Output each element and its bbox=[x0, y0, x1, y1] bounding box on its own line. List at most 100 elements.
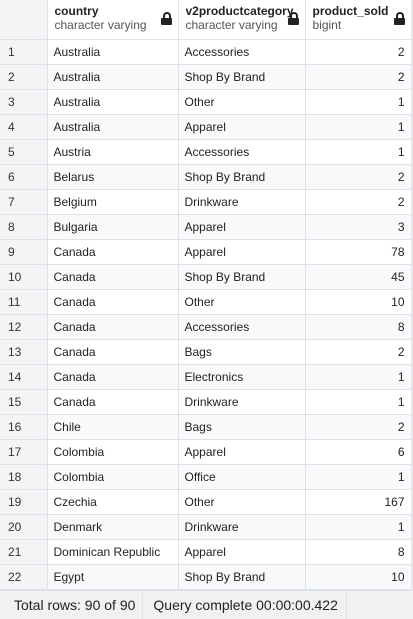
table-row[interactable]: 12 Canada Accessories 8 bbox=[0, 314, 412, 340]
cell-product-sold[interactable]: 8 bbox=[305, 314, 412, 340]
cell-country[interactable]: Chile bbox=[47, 414, 179, 440]
cell-v2productcategory[interactable]: Apparel bbox=[178, 239, 306, 265]
cell-product-sold[interactable]: 1 bbox=[305, 139, 412, 165]
cell-product-sold[interactable]: 8 bbox=[305, 539, 412, 565]
row-index[interactable]: 4 bbox=[0, 114, 48, 140]
row-index[interactable]: 15 bbox=[0, 389, 48, 415]
cell-product-sold[interactable]: 1 bbox=[305, 514, 412, 540]
cell-product-sold[interactable]: 2 bbox=[305, 39, 412, 65]
cell-product-sold[interactable]: 1 bbox=[305, 389, 412, 415]
cell-country[interactable]: Canada bbox=[47, 239, 179, 265]
cell-product-sold[interactable]: 1 bbox=[305, 364, 412, 390]
table-row[interactable]: 14 Canada Electronics 1 bbox=[0, 364, 412, 390]
cell-v2productcategory[interactable]: Accessories bbox=[178, 314, 306, 340]
cell-product-sold[interactable]: 6 bbox=[305, 439, 412, 465]
cell-country[interactable]: Czechia bbox=[47, 489, 179, 515]
cell-v2productcategory[interactable]: Apparel bbox=[178, 114, 306, 140]
table-row[interactable]: 6 Belarus Shop By Brand 2 bbox=[0, 164, 412, 190]
cell-country[interactable]: Australia bbox=[47, 114, 179, 140]
cell-country[interactable]: Australia bbox=[47, 39, 179, 65]
cell-v2productcategory[interactable]: Accessories bbox=[178, 39, 306, 65]
cell-product-sold[interactable]: 1 bbox=[305, 114, 412, 140]
cell-product-sold[interactable]: 1 bbox=[305, 464, 412, 490]
cell-product-sold[interactable]: 2 bbox=[305, 164, 412, 190]
cell-product-sold[interactable]: 10 bbox=[305, 289, 412, 315]
table-row[interactable]: 5 Austria Accessories 1 bbox=[0, 139, 412, 165]
cell-product-sold[interactable]: 2 bbox=[305, 189, 412, 215]
cell-product-sold[interactable]: 2 bbox=[305, 64, 412, 90]
column-header-country[interactable]: country character varying bbox=[47, 0, 179, 40]
cell-v2productcategory[interactable]: Other bbox=[178, 489, 306, 515]
cell-v2productcategory[interactable]: Drinkware bbox=[178, 189, 306, 215]
cell-v2productcategory[interactable]: Apparel bbox=[178, 439, 306, 465]
cell-v2productcategory[interactable]: Other bbox=[178, 89, 306, 115]
row-index[interactable]: 16 bbox=[0, 414, 48, 440]
table-row[interactable]: 20 Denmark Drinkware 1 bbox=[0, 514, 412, 540]
table-row[interactable]: 16 Chile Bags 2 bbox=[0, 414, 412, 440]
row-index[interactable]: 12 bbox=[0, 314, 48, 340]
row-index[interactable]: 13 bbox=[0, 339, 48, 365]
row-index[interactable]: 14 bbox=[0, 364, 48, 390]
row-index[interactable]: 20 bbox=[0, 514, 48, 540]
column-header-product-sold[interactable]: product_sold bigint bbox=[305, 0, 412, 40]
cell-v2productcategory[interactable]: Office bbox=[178, 464, 306, 490]
cell-v2productcategory[interactable]: Shop By Brand bbox=[178, 64, 306, 90]
row-index[interactable]: 9 bbox=[0, 239, 48, 265]
row-index[interactable]: 21 bbox=[0, 539, 48, 565]
row-index[interactable]: 22 bbox=[0, 564, 48, 590]
cell-product-sold[interactable]: 2 bbox=[305, 339, 412, 365]
cell-v2productcategory[interactable]: Apparel bbox=[178, 214, 306, 240]
table-row[interactable]: 11 Canada Other 10 bbox=[0, 289, 412, 315]
cell-country[interactable]: Denmark bbox=[47, 514, 179, 540]
cell-v2productcategory[interactable]: Drinkware bbox=[178, 389, 306, 415]
table-row[interactable]: 8 Bulgaria Apparel 3 bbox=[0, 214, 412, 240]
vertical-scrollbar[interactable] bbox=[411, 0, 413, 590]
row-index-header[interactable] bbox=[0, 0, 48, 40]
cell-product-sold[interactable]: 78 bbox=[305, 239, 412, 265]
cell-v2productcategory[interactable]: Shop By Brand bbox=[178, 264, 306, 290]
cell-country[interactable]: Bulgaria bbox=[47, 214, 179, 240]
table-row[interactable]: 17 Colombia Apparel 6 bbox=[0, 439, 412, 465]
cell-country[interactable]: Canada bbox=[47, 364, 179, 390]
table-row[interactable]: 2 Australia Shop By Brand 2 bbox=[0, 64, 412, 90]
cell-product-sold[interactable]: 10 bbox=[305, 564, 412, 590]
cell-country[interactable]: Egypt bbox=[47, 564, 179, 590]
cell-country[interactable]: Canada bbox=[47, 339, 179, 365]
cell-country[interactable]: Canada bbox=[47, 314, 179, 340]
cell-v2productcategory[interactable]: Electronics bbox=[178, 364, 306, 390]
cell-country[interactable]: Colombia bbox=[47, 464, 179, 490]
row-index[interactable]: 10 bbox=[0, 264, 48, 290]
cell-product-sold[interactable]: 2 bbox=[305, 414, 412, 440]
cell-country[interactable]: Austria bbox=[47, 139, 179, 165]
cell-country[interactable]: Dominican Republic bbox=[47, 539, 179, 565]
cell-product-sold[interactable]: 167 bbox=[305, 489, 412, 515]
table-row[interactable]: 7 Belgium Drinkware 2 bbox=[0, 189, 412, 215]
cell-country[interactable]: Canada bbox=[47, 264, 179, 290]
row-index[interactable]: 5 bbox=[0, 139, 48, 165]
cell-v2productcategory[interactable]: Bags bbox=[178, 414, 306, 440]
cell-v2productcategory[interactable]: Accessories bbox=[178, 139, 306, 165]
row-index[interactable]: 8 bbox=[0, 214, 48, 240]
row-index[interactable]: 1 bbox=[0, 39, 48, 65]
cell-country[interactable]: Australia bbox=[47, 64, 179, 90]
cell-country[interactable]: Belgium bbox=[47, 189, 179, 215]
table-row[interactable]: 13 Canada Bags 2 bbox=[0, 339, 412, 365]
cell-v2productcategory[interactable]: Shop By Brand bbox=[178, 564, 306, 590]
cell-country[interactable]: Belarus bbox=[47, 164, 179, 190]
row-index[interactable]: 3 bbox=[0, 89, 48, 115]
row-index[interactable]: 11 bbox=[0, 289, 48, 315]
table-row[interactable]: 22 Egypt Shop By Brand 10 bbox=[0, 564, 412, 590]
cell-country[interactable]: Colombia bbox=[47, 439, 179, 465]
table-row[interactable]: 10 Canada Shop By Brand 45 bbox=[0, 264, 412, 290]
cell-v2productcategory[interactable]: Bags bbox=[178, 339, 306, 365]
cell-product-sold[interactable]: 3 bbox=[305, 214, 412, 240]
table-row[interactable]: 19 Czechia Other 167 bbox=[0, 489, 412, 515]
row-index[interactable]: 19 bbox=[0, 489, 48, 515]
table-row[interactable]: 21 Dominican Republic Apparel 8 bbox=[0, 539, 412, 565]
cell-v2productcategory[interactable]: Other bbox=[178, 289, 306, 315]
cell-v2productcategory[interactable]: Apparel bbox=[178, 539, 306, 565]
cell-country[interactable]: Canada bbox=[47, 389, 179, 415]
row-index[interactable]: 17 bbox=[0, 439, 48, 465]
cell-country[interactable]: Australia bbox=[47, 89, 179, 115]
table-row[interactable]: 4 Australia Apparel 1 bbox=[0, 114, 412, 140]
